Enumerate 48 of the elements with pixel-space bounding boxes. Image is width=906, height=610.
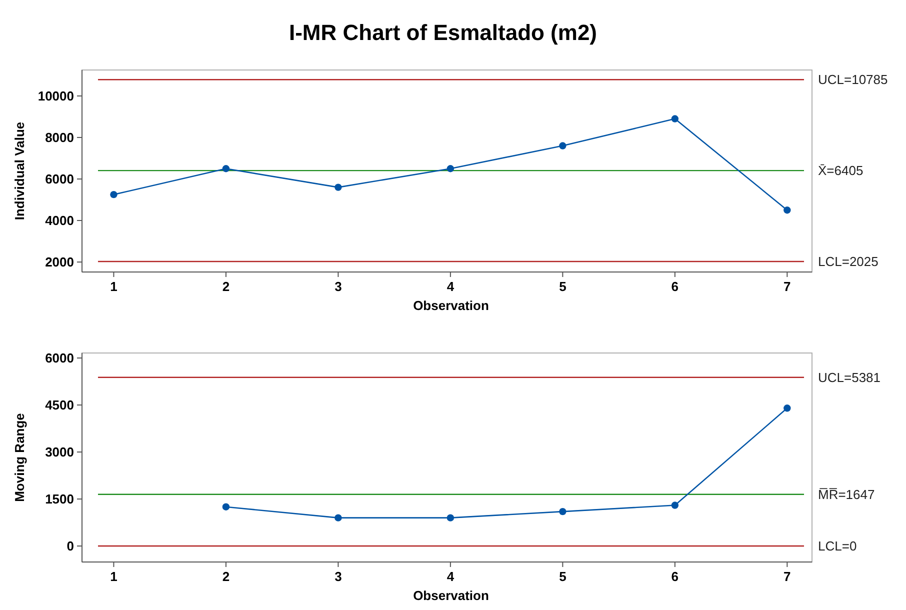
y-tick-label: 0: [66, 538, 74, 554]
point: [334, 514, 342, 522]
y-tick-label: 6000: [45, 171, 74, 186]
x-tick-label: 6: [671, 279, 679, 294]
point: [222, 503, 230, 510]
point: [784, 404, 791, 412]
point: [334, 184, 342, 191]
x-tick-label: 5: [559, 279, 566, 294]
point: [559, 142, 566, 150]
y-tick-label: 6000: [45, 350, 74, 366]
y-tick-label: 4000: [45, 213, 74, 228]
point: [559, 508, 566, 516]
y-axis-title: Individual Value: [12, 122, 27, 220]
x-tick-label: 2: [222, 279, 230, 294]
ref-line-label: UCL=5381: [818, 370, 881, 385]
y-tick-label: 4500: [45, 398, 74, 413]
y-tick-label: 10000: [38, 88, 74, 104]
y-tick-label: 2000: [45, 254, 74, 270]
x-tick-label: 5: [559, 569, 566, 584]
point: [446, 514, 454, 522]
point: [222, 165, 230, 172]
x-tick-label: 7: [784, 569, 791, 584]
x-tick-label: 4: [446, 279, 455, 294]
ref-line-label: X̄=6405: [818, 163, 864, 178]
x-tick-label: 2: [222, 569, 230, 584]
chart-title: I-MR Chart of Esmaltado (m2): [288, 20, 598, 45]
y-axis-title: Moving Range: [12, 413, 27, 502]
y-tick-label: 3000: [45, 444, 74, 460]
point: [110, 190, 118, 198]
ref-line-label: UCL=10785: [818, 72, 888, 88]
ref-line-label: M̅R̅=1647: [818, 486, 875, 502]
x-tick-label: 1: [110, 569, 118, 584]
ref-line-label: LCL=0: [818, 538, 857, 554]
point: [784, 206, 791, 214]
x-tick-label: 4: [446, 569, 455, 584]
x-tick-label: 1: [110, 279, 118, 294]
y-tick-label: 1500: [45, 492, 74, 507]
y-tick-label: 8000: [45, 130, 74, 145]
ref-line-label: LCL=2025: [818, 254, 878, 270]
x-tick-label: 7: [784, 279, 791, 294]
point: [446, 165, 454, 172]
point: [671, 502, 679, 509]
x-tick-label: 6: [671, 569, 679, 584]
x-tick-label: 3: [334, 569, 342, 584]
x-axis-title: Observation: [413, 298, 489, 313]
x-tick-label: 3: [334, 279, 342, 294]
point: [671, 115, 679, 122]
x-axis-title: Observation: [413, 588, 489, 603]
